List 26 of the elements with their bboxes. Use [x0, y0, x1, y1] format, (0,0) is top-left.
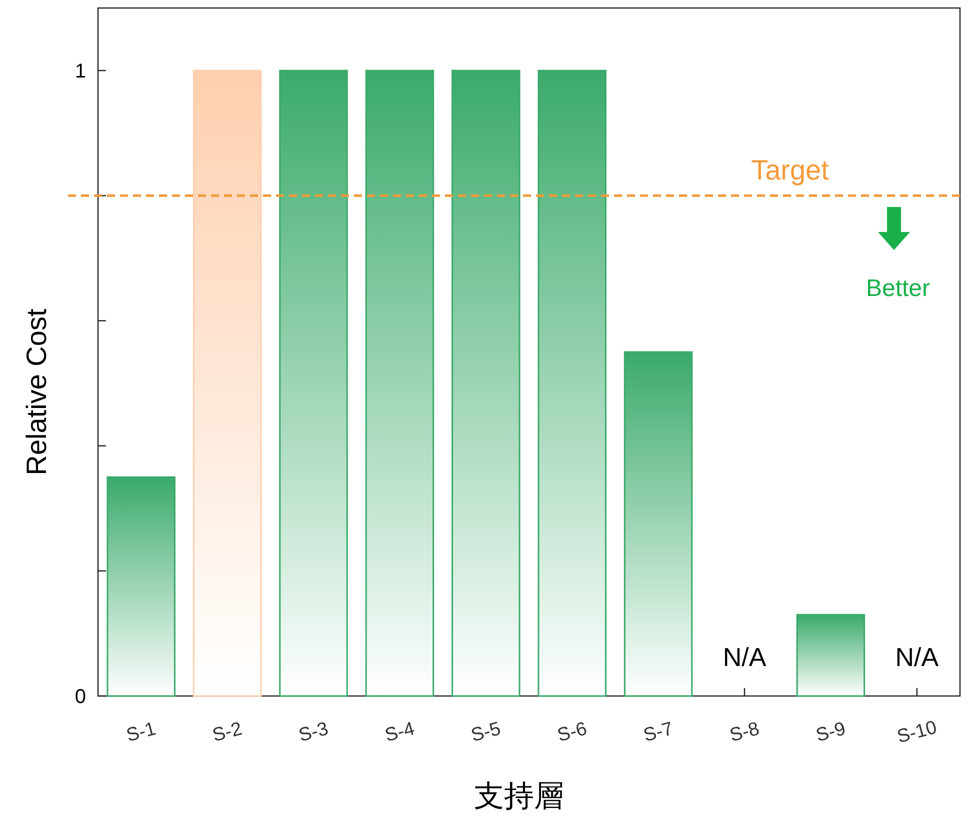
y-axis-title: Relative Cost [21, 308, 52, 476]
bar [624, 351, 693, 697]
bar [279, 70, 348, 697]
x-axis-title: 支持層 [474, 780, 564, 813]
bar [538, 70, 606, 697]
y-tick-label: 1 [74, 60, 86, 83]
x-tick-label: S-5 [469, 718, 504, 746]
bar [796, 614, 866, 697]
ref-line-label: Target [751, 154, 830, 186]
x-tick-label: S-3 [296, 718, 331, 746]
x-tick-label: S-1 [124, 718, 158, 746]
bar [452, 70, 520, 697]
x-tick-label: S-10 [894, 717, 940, 748]
bar [192, 70, 262, 697]
x-tick-label: S-7 [641, 718, 676, 746]
text: N/A [895, 642, 939, 672]
bar [365, 70, 434, 697]
text: N/A [722, 642, 766, 672]
x-tick-label: S-4 [382, 718, 418, 746]
x-tick-label: S-2 [210, 718, 244, 746]
x-tick-label: S-8 [728, 718, 762, 746]
annotation: Better [866, 275, 930, 302]
x-tick-label: S-9 [814, 718, 848, 746]
x-tick-label: S-6 [555, 718, 590, 746]
y-tick-label: 0 [74, 686, 86, 708]
bar [106, 476, 176, 697]
